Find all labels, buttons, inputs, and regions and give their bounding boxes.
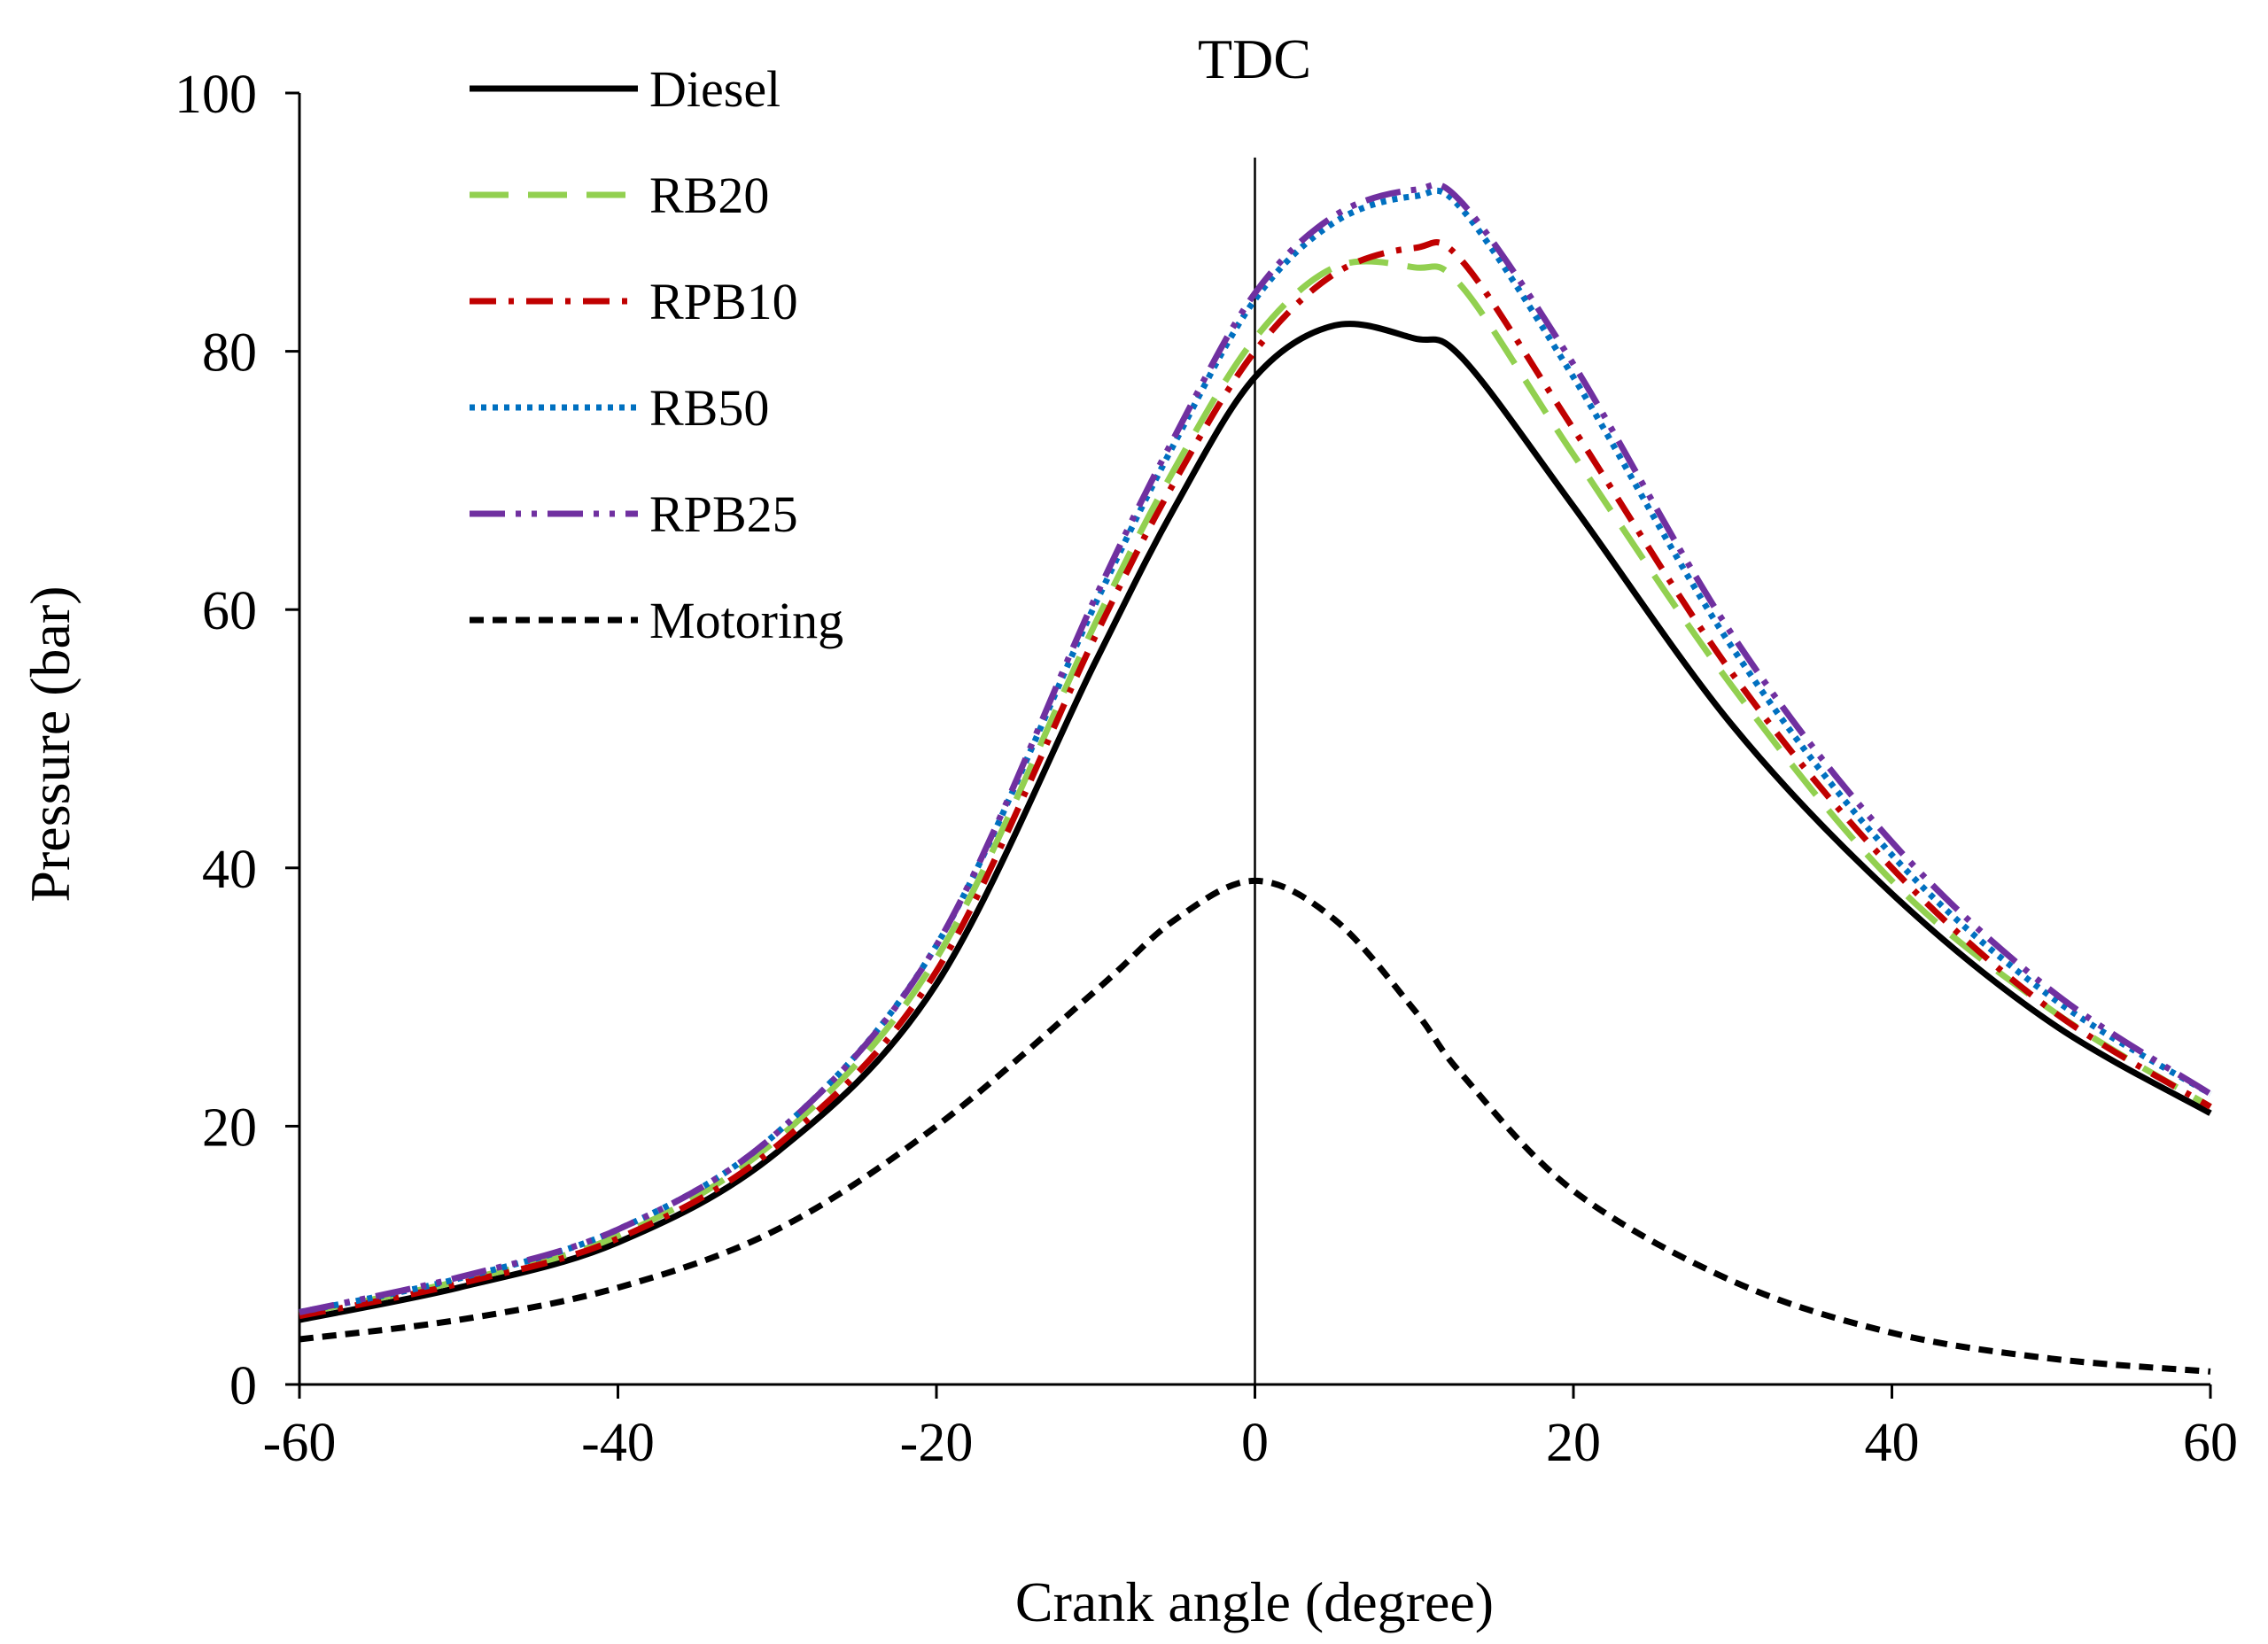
series-line-rpb25 (299, 181, 2212, 1315)
legend-label-motoring: Motoring (649, 592, 843, 649)
tick-labels: -60 -40 -20 0 20 40 60 0 20 40 60 80 100 (175, 65, 2238, 1473)
series-line-diesel (299, 321, 2212, 1323)
series-lines (299, 181, 2212, 1375)
y-tick-label: 100 (175, 65, 257, 125)
y-tick-label: 0 (229, 1356, 257, 1416)
x-axis-title: Crank angle (degree) (1015, 1570, 1494, 1633)
x-tick-label: -60 (263, 1413, 337, 1473)
legend: Diesel RB20 RPB10 RB50 RPB25 Motoring (470, 60, 843, 649)
x-tick-label: -20 (900, 1413, 974, 1473)
legend-label-rb50: RB50 (649, 379, 769, 437)
x-tick-label: 60 (2183, 1413, 2238, 1473)
x-tick-label: 0 (1241, 1413, 1269, 1473)
y-tick-label: 80 (202, 323, 257, 384)
x-tick-label: 40 (1865, 1413, 1920, 1473)
series-line-rb20 (299, 258, 2212, 1317)
legend-label-rb20: RB20 (649, 167, 769, 224)
x-tick-label: 20 (1546, 1413, 1601, 1473)
y-tick-label: 20 (202, 1097, 257, 1158)
y-tick-label: 60 (202, 581, 257, 641)
series-line-motoring (299, 877, 2211, 1375)
series-line-rb50 (299, 187, 2212, 1315)
series-line-rpb10 (299, 239, 2212, 1320)
legend-label-diesel: Diesel (649, 60, 781, 118)
y-axis-title: Pressure (bar) (19, 585, 82, 902)
y-tick-label: 40 (202, 840, 257, 900)
x-tick-label: -40 (581, 1413, 655, 1473)
legend-label-rpb10: RPB10 (649, 273, 798, 330)
legend-label-rpb25: RPB25 (649, 485, 798, 543)
tdc-label: TDC (1198, 27, 1311, 90)
axes (285, 91, 2212, 1399)
